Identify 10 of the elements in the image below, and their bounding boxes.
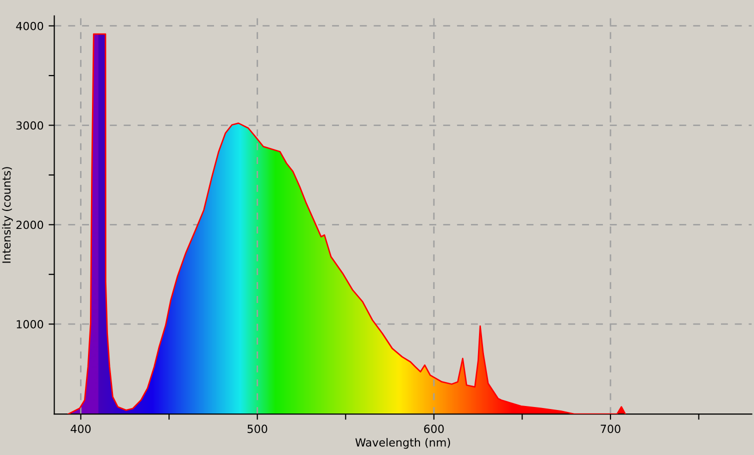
y-tick-label: 3000	[16, 121, 44, 130]
x-tick-label: 400	[70, 424, 91, 434]
x-tick-label: 500	[248, 424, 268, 434]
x-tick-label: 600	[424, 424, 444, 434]
y-tick-label: 1000	[16, 320, 44, 328]
x-axis-title: Wavelength (nm)	[355, 438, 450, 449]
x-tick-label: 700	[600, 424, 620, 434]
y-tick-label: 4000	[16, 22, 44, 30]
y-axis-title: Intensity (counts)	[2, 167, 13, 263]
y-tick-label: 2000	[16, 220, 44, 230]
